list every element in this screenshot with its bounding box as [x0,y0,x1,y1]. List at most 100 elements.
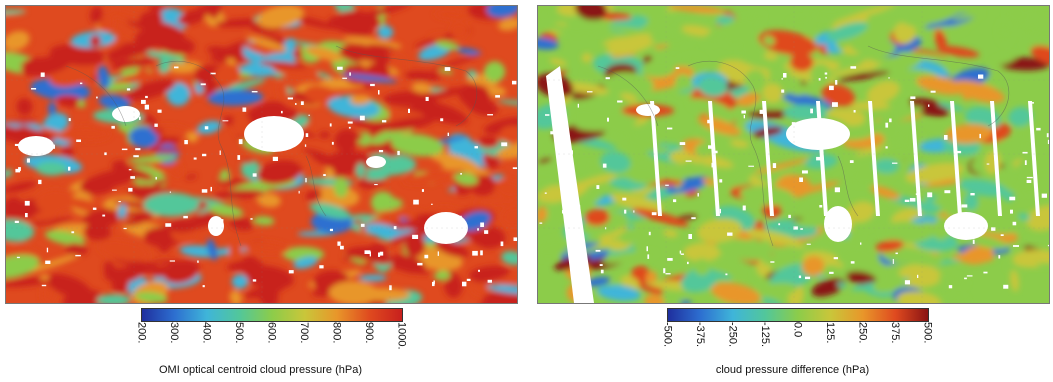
missing-data-pixel [970,193,975,196]
field-patch [256,193,281,208]
missing-data-pixel [501,142,508,147]
field-patch [826,22,868,42]
missing-data-pixel [141,99,146,104]
missing-data-pixel [791,122,796,127]
field-patch [372,197,403,210]
field-patch [453,172,478,185]
missing-data-pixel [300,101,304,105]
field-patch [600,151,631,173]
field-patch [575,6,607,21]
field-patch [666,176,711,194]
missing-data-pixel [944,135,948,140]
missing-data-pixel [193,157,197,160]
pressure-difference-colorbar-ticks: -500. -375. -250. -125. 0.0 125. 250. 375. 500. [662,322,934,352]
missing-data-pixel [1003,284,1009,289]
missing-data-pixel [80,82,83,85]
field-patch [257,6,304,29]
orbit-gap [1028,101,1040,216]
pressure-difference-heatmap [538,6,1049,303]
missing-data-pixel [545,114,550,116]
missing-data-pixel [425,96,429,101]
missing-data-pixel [832,102,838,107]
missing-data-pixel [783,73,787,78]
missing-data-pixel [1046,133,1049,138]
field-patch [143,192,200,217]
missing-data-pixel [477,228,479,231]
field-patch [314,185,360,208]
field-patch [875,144,915,162]
field-patch [789,84,809,96]
field-patch [897,51,953,61]
missing-data-pixel [295,103,297,105]
field-patch [1017,213,1031,221]
orbit-gap [762,101,774,216]
field-patch [486,284,517,295]
missing-data-pixel [379,150,384,153]
field-patch [319,131,331,139]
missing-data-pixel [665,273,671,275]
missing-data-pixel [770,261,775,263]
field-patch [158,57,171,74]
coastline [597,45,1010,247]
field-patch [1029,6,1049,17]
missing-data-pixel [15,168,21,173]
missing-data-pixel [793,226,798,230]
colorbar-tick-label: 200. [135,322,148,344]
missing-data-pixel [624,209,627,214]
field-patch [710,282,761,303]
missing-data-pixel [323,174,326,176]
missing-data-pixel [1047,139,1049,144]
missing-data-region [208,216,224,236]
field-patch [6,197,25,220]
missing-data-pixel [1013,245,1019,247]
field-patch [435,41,460,50]
missing-data-pixel [986,163,990,165]
field-patch [846,271,877,285]
missing-data-pixel [382,120,387,123]
missing-data-pixel [972,239,975,244]
missing-data-pixel [430,235,433,239]
field-patch [108,9,146,23]
field-patch [1030,45,1049,66]
field-patch [497,99,517,106]
field-patch [213,63,241,87]
field-patch [141,49,186,63]
missing-data-pixel [512,80,517,85]
field-patch [206,46,242,59]
field-patch [991,53,1018,66]
field-patch [683,242,722,262]
field-patch [836,246,870,264]
missing-data-pixel [165,223,172,227]
field-patch [430,54,481,72]
missing-data-pixel [102,214,106,217]
missing-data-pixel [121,148,128,151]
colorbar-tick-label: 800. [330,322,343,344]
field-patch [899,14,931,27]
missing-data-pixel [456,215,462,217]
field-patch [663,229,678,238]
field-patch [293,256,318,269]
missing-data-pixel [478,269,480,272]
missing-data-pixel [71,231,75,234]
field-patch [402,171,456,185]
missing-data-pixel [909,198,916,202]
missing-data-pixel [397,150,400,156]
missing-data-pixel [834,187,840,193]
missing-data-pixel [378,90,380,95]
field-patch [356,162,365,179]
field-patch [6,169,13,178]
field-patch [807,6,850,19]
missing-data-pixel [242,107,247,112]
field-patch [204,6,222,17]
missing-data-pixel [928,104,930,107]
field-patch [172,162,183,177]
field-patch [736,93,761,107]
missing-data-pixel [219,150,221,155]
field-patch [377,25,394,39]
pressure-difference-colorbar [667,308,929,322]
field-patch [488,292,509,303]
field-patch [231,274,248,289]
missing-data-pixel [202,153,207,157]
field-patch [618,227,644,244]
missing-data-pixel [853,110,856,113]
